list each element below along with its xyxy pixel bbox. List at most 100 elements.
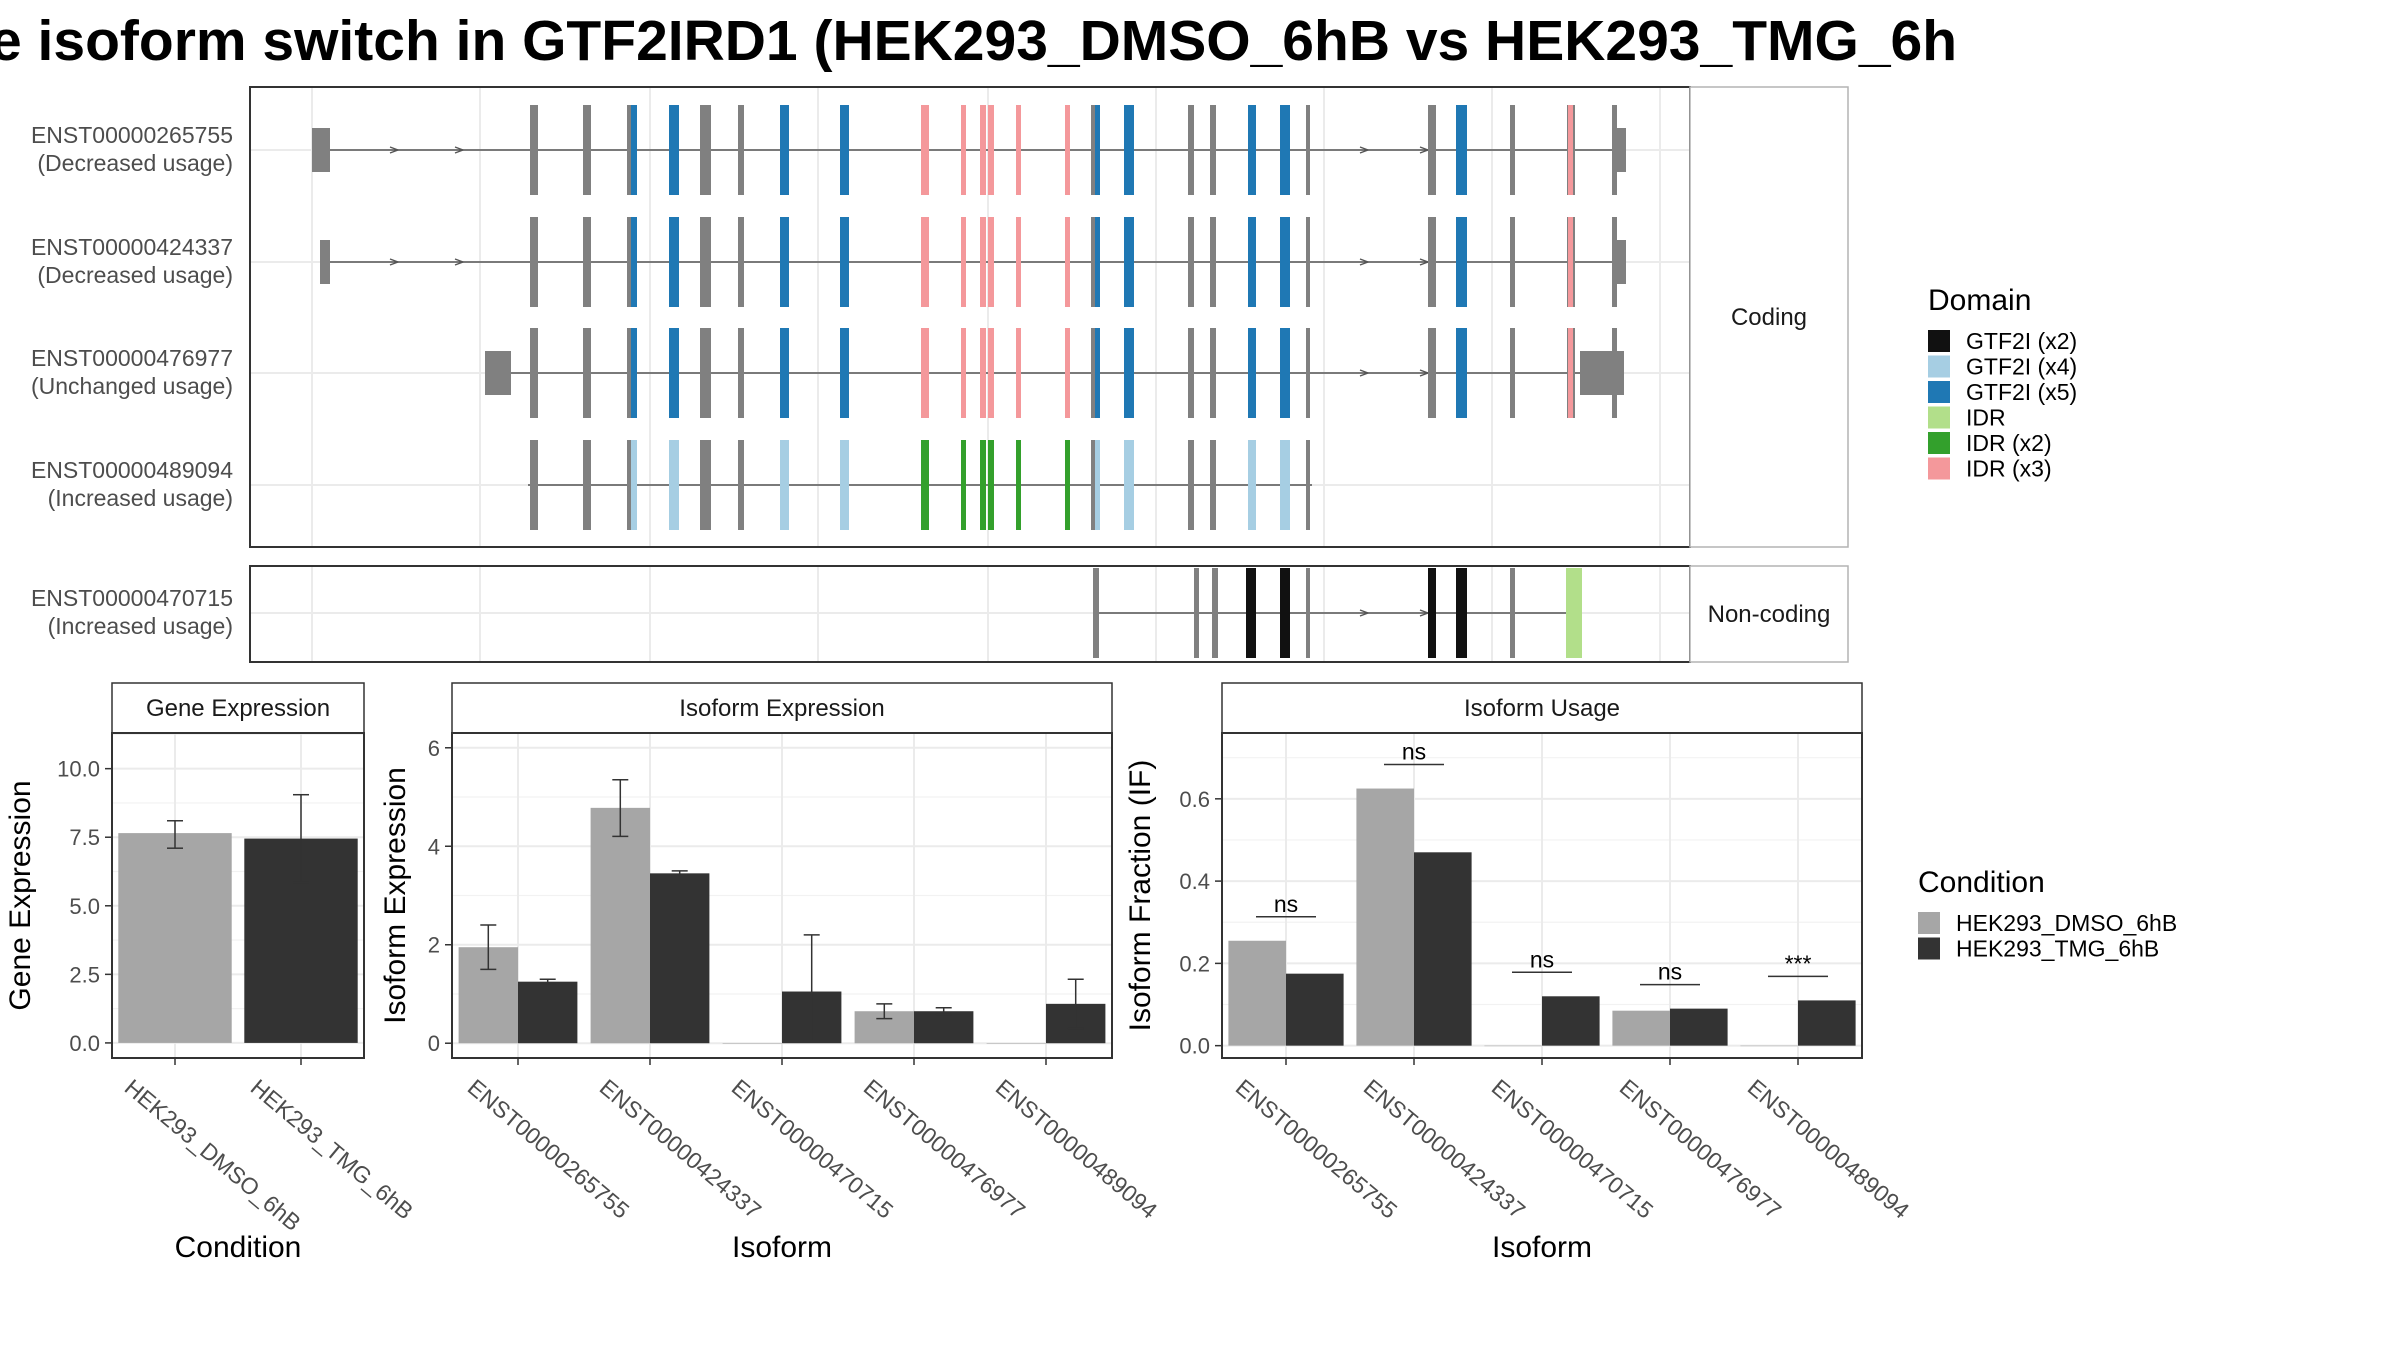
strand-arrow — [389, 258, 400, 266]
y-tick-label: 0.0 — [1179, 1034, 1210, 1059]
bar — [1484, 1045, 1542, 1047]
facet-strip — [1689, 86, 1849, 548]
exon-block — [700, 328, 711, 418]
exon-block — [1212, 568, 1218, 658]
bar-chart-1: Gene Expression0.02.55.07.510.0HEK293_DM… — [4, 682, 418, 1264]
legend-key — [1928, 355, 1950, 378]
legend-key — [1928, 432, 1950, 454]
exon-block — [1248, 440, 1256, 530]
y-tick-label: 6 — [428, 736, 440, 761]
exon-block — [840, 105, 849, 195]
strand-arrow — [1359, 146, 1370, 154]
exon-block — [1091, 105, 1097, 195]
exon-block — [921, 105, 929, 195]
x-axis-title: Isoform — [732, 1231, 832, 1264]
exon-block — [1248, 217, 1256, 307]
exon-block — [1510, 105, 1515, 195]
exon-block — [1568, 328, 1573, 418]
exon-block — [1566, 568, 1582, 658]
y-tick-label: 0.2 — [1179, 951, 1210, 976]
exon-block — [1510, 217, 1515, 307]
legend-label: HEK293_DMSO_6hB — [1956, 910, 2177, 936]
exon-block — [1568, 217, 1573, 307]
transcript-id: ENST00000470715 — [31, 585, 233, 611]
utr-block — [1580, 351, 1624, 395]
exon-block — [1280, 105, 1290, 195]
legend-label: GTF2I (x2) — [1966, 328, 2077, 354]
exon-block — [780, 328, 789, 418]
exon-block — [583, 105, 591, 195]
exon-block — [1306, 568, 1310, 658]
exon-block — [988, 440, 994, 530]
legend-label: GTF2I (x5) — [1966, 379, 2077, 405]
bar — [1414, 852, 1472, 1046]
figure-title: e isoform switch in GTF2IRD1 (HEK293_DMS… — [0, 9, 1958, 73]
exon-block — [1246, 568, 1256, 658]
bar — [650, 873, 710, 1044]
exon-block — [1612, 328, 1617, 418]
exon-block — [583, 328, 591, 418]
exon-block — [921, 217, 929, 307]
exon-block — [631, 105, 637, 195]
exon-block — [1188, 440, 1194, 530]
exon-block — [1210, 217, 1216, 307]
exon-block — [738, 440, 744, 530]
exon-block — [780, 217, 789, 307]
exon-block — [1091, 440, 1097, 530]
exon-block — [1210, 105, 1216, 195]
exon-block — [980, 105, 986, 195]
exon-block — [700, 105, 711, 195]
bar — [914, 1011, 974, 1044]
y-tick-label: 0.4 — [1179, 869, 1210, 894]
bar — [1542, 996, 1600, 1046]
y-tick-label: 4 — [428, 834, 440, 859]
exon-block — [1065, 328, 1070, 418]
exon-block — [583, 217, 591, 307]
legend-key — [1928, 330, 1950, 352]
strand-arrow — [454, 258, 465, 266]
significance-label: ns — [1530, 946, 1554, 972]
chart-title: Isoform Expression — [679, 695, 884, 722]
y-tick-label: 0 — [428, 1031, 440, 1056]
exon-block — [530, 328, 538, 418]
significance-label: ns — [1274, 891, 1298, 917]
transcript-usage: (Increased usage) — [48, 613, 233, 639]
x-axis-title: Condition — [175, 1231, 302, 1264]
chart-title: Isoform Usage — [1464, 695, 1620, 722]
exon-block — [1428, 105, 1436, 195]
exon-block — [631, 440, 637, 530]
exon-block — [1306, 328, 1310, 418]
exon-block — [1091, 217, 1097, 307]
exon-block — [1188, 217, 1194, 307]
legend-key — [1918, 912, 1940, 934]
exon-block — [840, 217, 849, 307]
y-tick-label: 0.6 — [1179, 787, 1210, 812]
bar — [1740, 1045, 1798, 1047]
exon-block — [840, 328, 849, 418]
exon-block — [1280, 328, 1290, 418]
y-axis-title: Isoform Expression — [379, 767, 412, 1024]
exon-block — [530, 105, 538, 195]
exon-block — [1065, 105, 1070, 195]
exon-block — [1428, 217, 1436, 307]
exon-block — [1280, 217, 1290, 307]
exon-block — [921, 440, 929, 530]
significance-label: *** — [1785, 950, 1812, 976]
exon-block — [1612, 217, 1617, 307]
exon-block — [1016, 217, 1021, 307]
bar — [1356, 788, 1414, 1046]
exon-block — [1510, 328, 1515, 418]
exon-block — [1456, 568, 1467, 658]
transcript-id: ENST00000489094 — [31, 457, 233, 483]
exon-block — [1306, 440, 1310, 530]
utr-block — [485, 351, 511, 395]
exon-block — [1280, 568, 1290, 658]
significance-label: ns — [1402, 739, 1426, 765]
y-axis-title: Isoform Fraction (IF) — [1124, 760, 1157, 1032]
exon-block — [1188, 328, 1194, 418]
exon-block — [1306, 105, 1310, 195]
exon-block — [1612, 105, 1617, 195]
